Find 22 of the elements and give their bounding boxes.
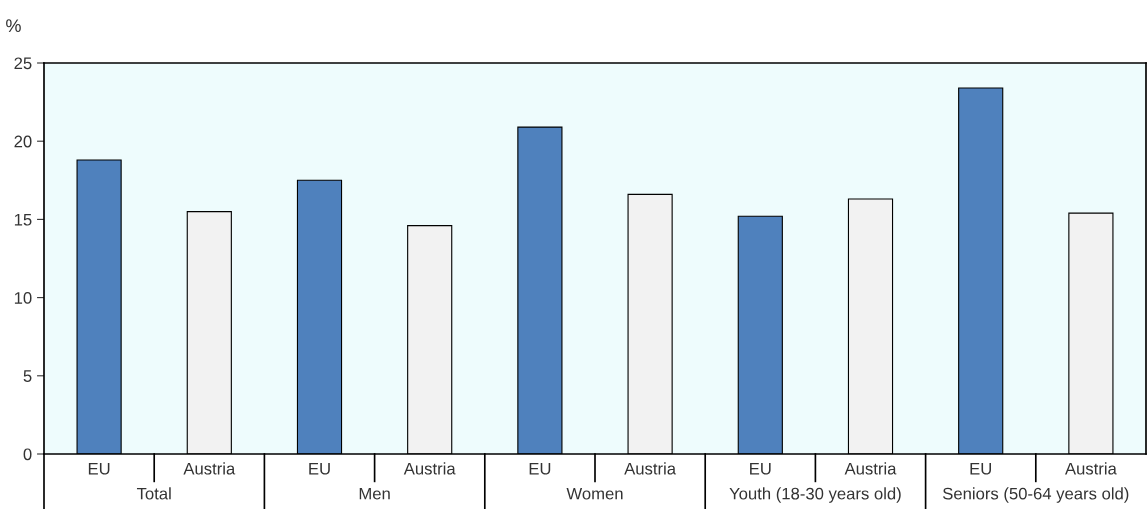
x-tick-label: EU — [88, 462, 110, 475]
x-tick-label: EU — [309, 462, 330, 475]
y-tick-label: 5 — [23, 370, 32, 382]
y-tick-label: 10 — [14, 292, 32, 304]
y-tick-label: 25 — [14, 57, 32, 70]
y-tick-label: 0 — [23, 448, 32, 461]
y-tick-label: 20 — [14, 135, 32, 148]
x-tick-label: Austria — [1065, 462, 1117, 475]
text: Men — [359, 487, 390, 500]
x-tick-label: Austria — [403, 462, 456, 475]
y-axis-title: % — [6, 19, 21, 32]
x-tick-label: EU — [970, 462, 991, 475]
x-tick-label: EU — [750, 462, 771, 475]
x-tick-label: EU — [529, 462, 551, 475]
text: Youth (18-30 years old) — [729, 487, 901, 503]
x-tick-label: Austria — [624, 462, 677, 475]
text: Women — [566, 487, 623, 500]
x-tick-label: Austria — [844, 462, 897, 475]
x-tick-label: Austria — [183, 462, 236, 475]
text: Total — [136, 487, 171, 500]
text: Seniors (50-64 years old) — [943, 487, 1129, 503]
y-tick-label: 15 — [14, 213, 32, 226]
